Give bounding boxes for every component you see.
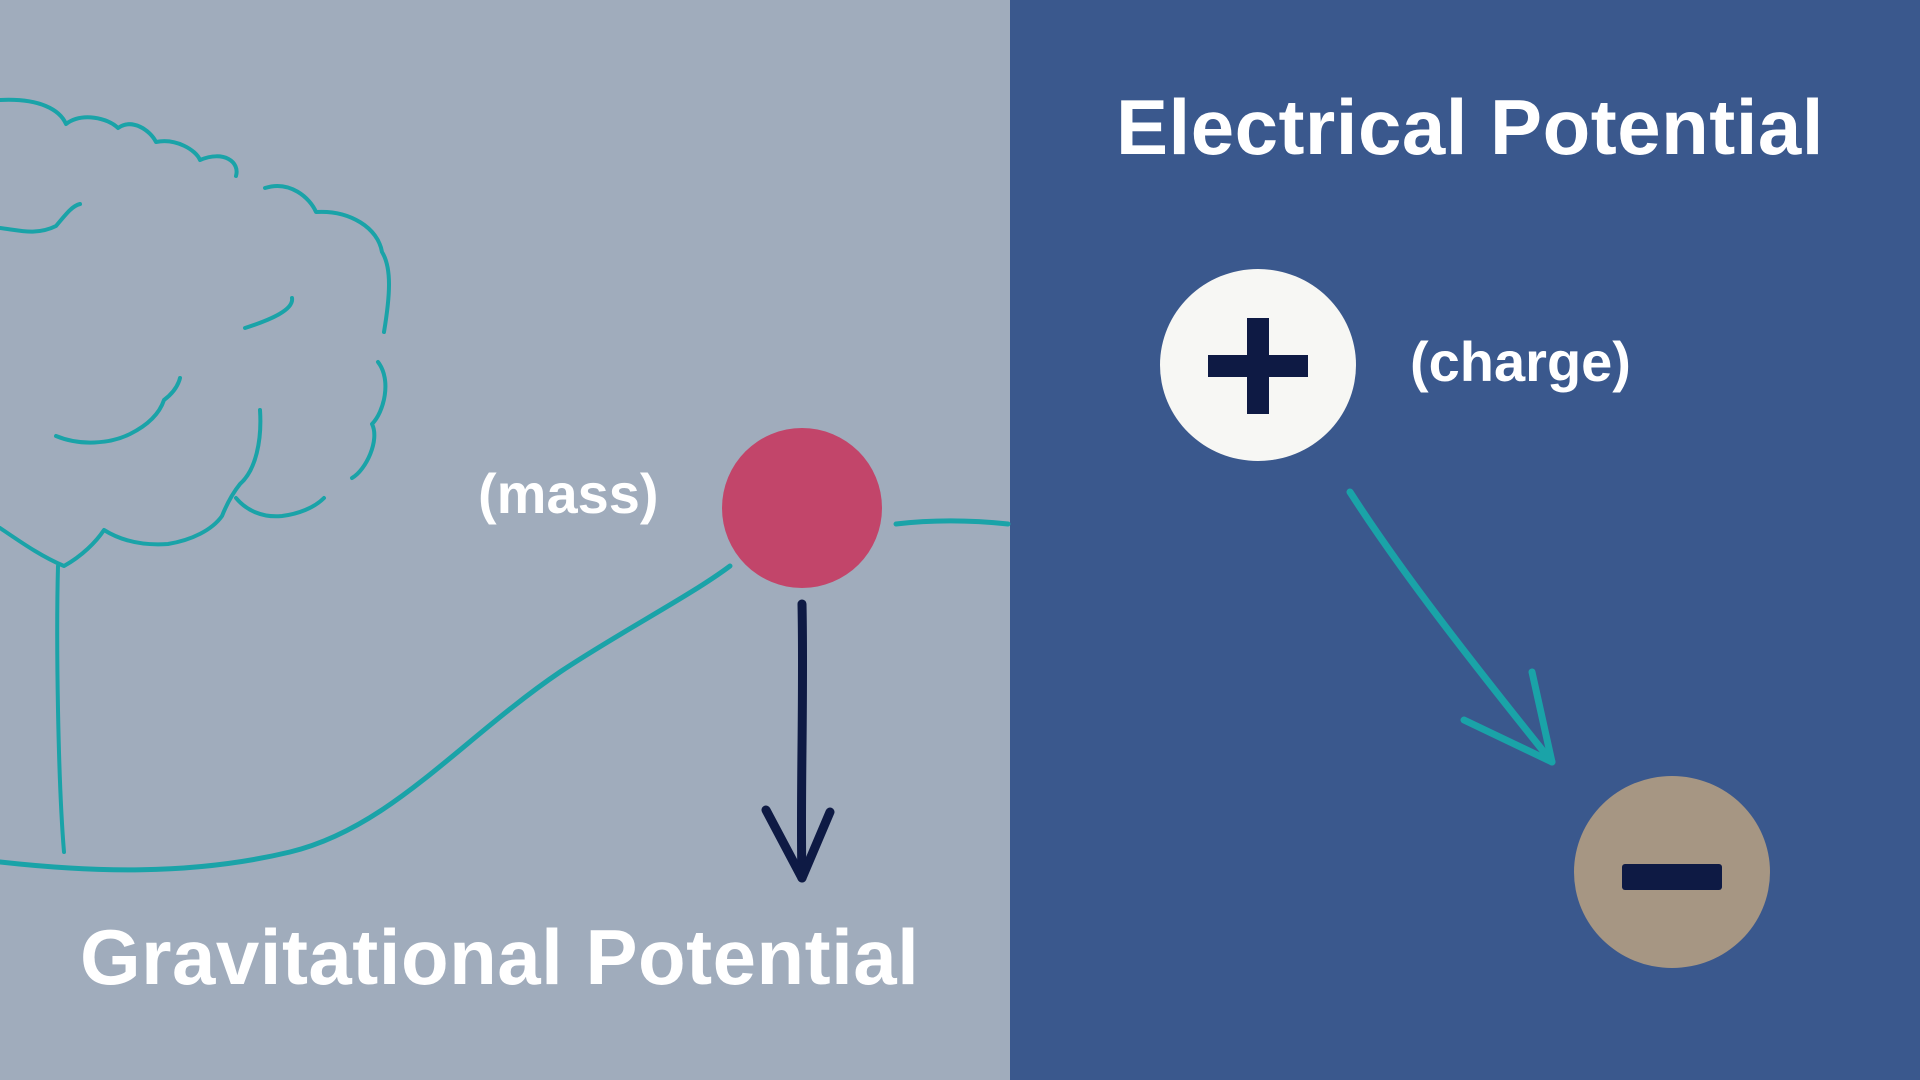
minus-icon: [1622, 864, 1722, 890]
mass-ball: [722, 428, 882, 588]
hill-line: [0, 563, 733, 873]
charge-label: (charge): [1410, 330, 1631, 393]
electrical-title: Electrical Potential: [1116, 83, 1824, 171]
electrical-panel: [1010, 0, 1920, 1080]
arrow-diagonal-icon: [1346, 488, 1556, 766]
gravitational-title: Gravitational Potential: [80, 913, 920, 1001]
plus-icon: [1208, 318, 1308, 414]
arrow-down-icon: [761, 599, 835, 883]
mass-label: (mass): [478, 462, 659, 525]
tree-icon: [0, 97, 391, 854]
hill-line-top: [893, 518, 1011, 527]
